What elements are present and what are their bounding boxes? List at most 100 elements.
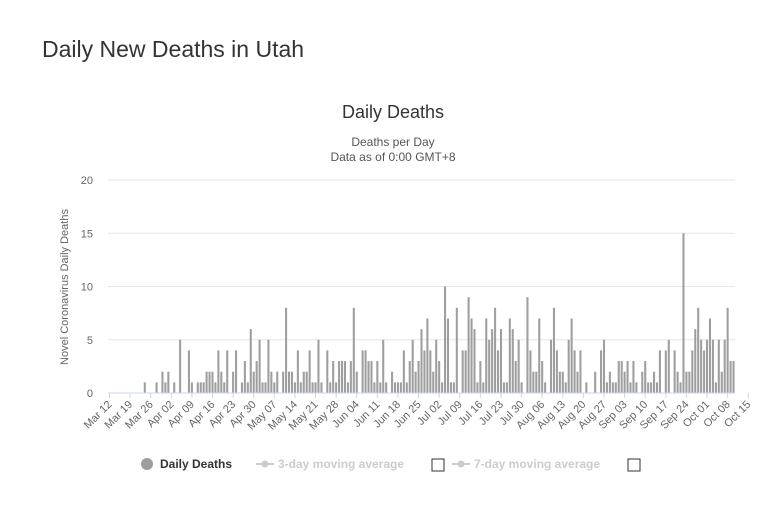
bar[interactable] [255, 361, 258, 393]
bar[interactable] [476, 382, 479, 393]
bar[interactable] [414, 371, 417, 393]
bar[interactable] [402, 350, 405, 393]
bar[interactable] [499, 329, 503, 393]
bar[interactable] [420, 329, 423, 393]
bar[interactable] [311, 382, 314, 393]
bar[interactable] [708, 318, 712, 393]
bar[interactable] [502, 382, 505, 393]
bar[interactable] [385, 382, 388, 393]
bar[interactable] [220, 371, 223, 393]
bar[interactable] [650, 382, 653, 393]
bar[interactable] [570, 318, 573, 393]
bar[interactable] [449, 382, 452, 393]
bar[interactable] [706, 339, 709, 393]
legend-7day-checkbox[interactable] [627, 458, 641, 472]
legend-item-7day-average[interactable]: 7-day moving average [452, 457, 641, 472]
bar[interactable] [497, 350, 500, 393]
bar[interactable] [317, 339, 320, 393]
bar[interactable] [282, 371, 285, 393]
bar[interactable] [367, 361, 370, 393]
legend-3day-checkbox[interactable] [431, 458, 445, 472]
bar[interactable] [729, 361, 732, 393]
bar[interactable] [258, 339, 261, 393]
bar[interactable] [700, 339, 703, 393]
bar[interactable] [482, 382, 485, 393]
bar[interactable] [446, 318, 450, 393]
bar[interactable] [243, 361, 246, 393]
bar[interactable] [293, 382, 296, 393]
bar[interactable] [558, 371, 561, 393]
bar[interactable] [538, 318, 541, 393]
bar[interactable] [444, 286, 447, 394]
bar[interactable] [355, 371, 358, 393]
bar[interactable] [167, 371, 170, 393]
bar[interactable] [164, 382, 167, 393]
bar[interactable] [632, 361, 635, 393]
bar[interactable] [143, 382, 146, 393]
legend-item-daily-deaths[interactable]: Daily Deaths [141, 457, 232, 471]
bar[interactable] [370, 361, 373, 393]
bar[interactable] [703, 350, 706, 393]
bar[interactable] [399, 382, 402, 393]
bar[interactable] [155, 382, 158, 393]
bar[interactable] [717, 339, 720, 393]
bar[interactable] [276, 371, 279, 393]
bar[interactable] [423, 350, 426, 393]
bar[interactable] [544, 382, 547, 393]
bar[interactable] [211, 371, 214, 393]
bar[interactable] [187, 350, 190, 393]
bar[interactable] [673, 350, 676, 393]
bar[interactable] [196, 382, 199, 393]
bar[interactable] [305, 371, 308, 393]
bar[interactable] [479, 361, 482, 393]
bar[interactable] [564, 382, 567, 393]
bar[interactable] [688, 371, 691, 393]
bar[interactable] [246, 382, 249, 393]
bar[interactable] [473, 329, 476, 393]
bar[interactable] [614, 382, 617, 393]
bar[interactable] [535, 371, 538, 393]
bar[interactable] [617, 361, 620, 393]
bar[interactable] [608, 371, 611, 393]
bar[interactable] [332, 361, 335, 393]
bar[interactable] [464, 350, 467, 393]
bar[interactable] [299, 382, 302, 393]
bar[interactable] [711, 339, 714, 393]
bar[interactable] [620, 361, 623, 393]
bar[interactable] [205, 371, 208, 393]
bar[interactable] [517, 339, 520, 393]
bar[interactable] [396, 382, 399, 393]
bar[interactable] [161, 371, 164, 393]
bar[interactable] [376, 361, 379, 393]
bar[interactable] [340, 361, 344, 393]
bar[interactable] [379, 382, 382, 393]
bar[interactable] [208, 371, 211, 393]
bar[interactable] [573, 350, 576, 393]
bar[interactable] [555, 350, 558, 393]
bar[interactable] [520, 382, 523, 393]
bar[interactable] [455, 307, 458, 393]
bar[interactable] [343, 361, 346, 393]
bar[interactable] [338, 361, 341, 393]
bar[interactable] [653, 371, 656, 393]
bar[interactable] [549, 339, 553, 393]
bar[interactable] [335, 382, 338, 393]
bar[interactable] [438, 361, 441, 393]
bar[interactable] [697, 307, 700, 393]
bar[interactable] [561, 371, 564, 393]
bar[interactable] [190, 382, 193, 393]
bar[interactable] [435, 339, 438, 393]
bar[interactable] [264, 382, 267, 393]
bar[interactable] [679, 382, 682, 393]
bars[interactable] [143, 233, 735, 394]
bar[interactable] [426, 318, 429, 393]
bar[interactable] [605, 382, 608, 393]
bar[interactable] [288, 371, 291, 393]
bar[interactable] [514, 361, 517, 393]
bar[interactable] [667, 339, 670, 393]
bar[interactable] [308, 350, 311, 393]
bar[interactable] [452, 382, 455, 393]
bar[interactable] [511, 329, 514, 393]
bar[interactable] [552, 307, 555, 393]
bar[interactable] [217, 350, 220, 393]
